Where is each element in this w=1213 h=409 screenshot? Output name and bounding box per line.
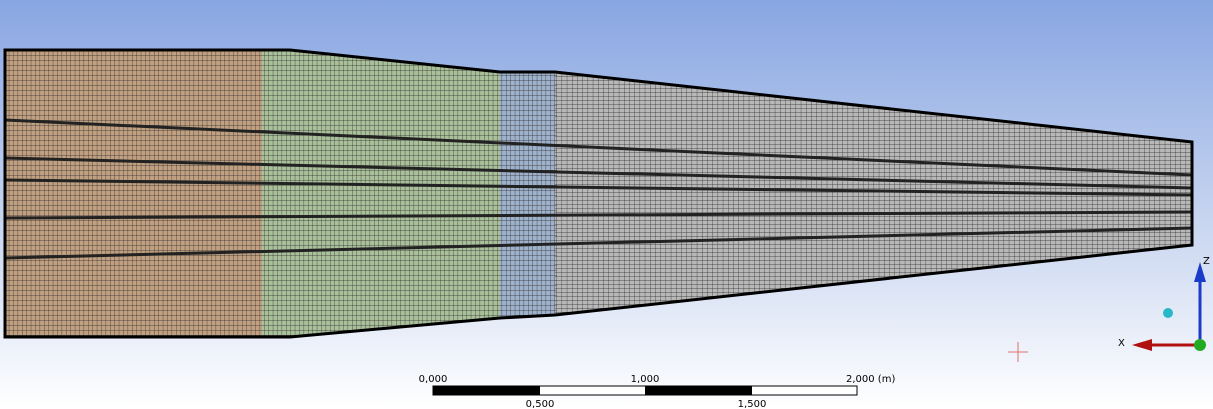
axis-label: X [1118,338,1125,349]
axis-label: Z [1203,256,1210,267]
scale-label: 1,500 [738,399,767,409]
mesh-grid [5,40,557,350]
scale-label: 2,000 (m) [846,374,895,385]
page: Z X 0,000 1,000 2,000 (m) 0,500 1,500 ((… [0,0,1213,409]
scale-label: 1,000 [631,374,660,385]
viewport: Z X 0,000 1,000 2,000 (m) 0,500 1,500 [0,0,1213,409]
scale-label: 0,500 [526,399,555,409]
scale-label: 0,000 [419,374,448,385]
